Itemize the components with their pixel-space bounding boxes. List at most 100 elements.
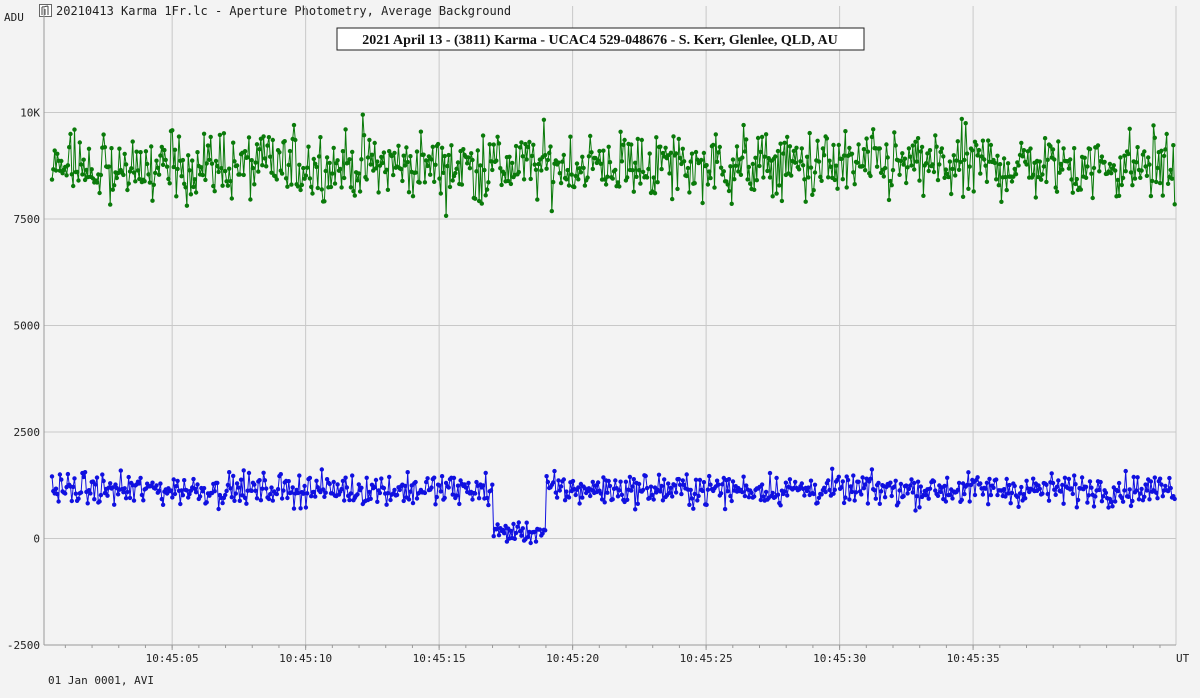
data-point [508, 181, 514, 187]
data-point [166, 176, 171, 182]
data-point [617, 184, 622, 189]
data-point [511, 521, 516, 527]
data-point [483, 193, 488, 198]
data-point [266, 496, 272, 502]
data-point [959, 497, 964, 503]
data-point [886, 197, 892, 203]
data-point [1101, 494, 1106, 499]
data-point [794, 145, 799, 150]
data-point [129, 166, 134, 171]
data-point [741, 474, 746, 479]
data-point [640, 169, 646, 175]
data-point [1017, 491, 1023, 496]
data-point [601, 475, 606, 480]
data-point [182, 478, 187, 483]
data-point [425, 163, 430, 169]
data-point [475, 148, 480, 153]
data-point [298, 187, 303, 193]
data-point [787, 477, 793, 482]
data-point [704, 163, 709, 168]
data-point [68, 131, 73, 137]
data-point [491, 534, 496, 539]
data-point [1139, 486, 1144, 492]
data-point [455, 483, 461, 488]
data-point [1119, 182, 1125, 188]
data-point [561, 477, 566, 482]
data-point [193, 490, 199, 495]
data-point [623, 479, 629, 484]
data-point [113, 482, 118, 487]
data-point [964, 151, 970, 156]
data-point [840, 177, 845, 182]
data-point [303, 505, 309, 510]
data-point [1033, 195, 1039, 200]
data-point [921, 193, 926, 198]
y-tick-label: 10K [20, 107, 40, 120]
data-point [105, 493, 110, 498]
data-point [175, 166, 180, 172]
data-point [408, 154, 413, 159]
data-point [470, 157, 475, 163]
data-point [350, 473, 355, 478]
data-point [449, 143, 454, 148]
data-point [1004, 187, 1009, 193]
data-point [151, 182, 156, 187]
data-point [656, 472, 662, 477]
data-point [417, 180, 422, 185]
data-point [376, 190, 381, 195]
data-point [679, 491, 684, 497]
data-point [1127, 487, 1132, 492]
data-point [963, 121, 968, 126]
data-point [355, 178, 360, 183]
data-point [59, 158, 64, 164]
data-point [330, 171, 335, 176]
data-point [314, 478, 319, 483]
data-point [889, 493, 894, 499]
data-point [847, 145, 852, 151]
data-point [562, 498, 568, 503]
data-point [945, 475, 950, 480]
data-point [343, 475, 348, 480]
data-point [494, 527, 499, 532]
data-point [446, 152, 451, 158]
data-point [615, 494, 621, 499]
data-point [442, 153, 447, 159]
data-point [1157, 180, 1163, 186]
data-point [533, 539, 539, 544]
data-point [513, 530, 519, 536]
data-point [433, 502, 438, 507]
data-point [1031, 172, 1036, 177]
data-point [578, 170, 584, 175]
data-point [1122, 153, 1127, 158]
data-point [340, 478, 346, 484]
data-point [718, 165, 724, 170]
data-point [613, 167, 618, 173]
data-point [872, 488, 877, 493]
data-point [480, 133, 486, 138]
data-point [625, 497, 630, 502]
data-point [823, 489, 828, 495]
data-point [414, 496, 420, 501]
data-point [73, 491, 79, 496]
data-point [126, 181, 131, 186]
data-point [644, 485, 650, 491]
data-point [385, 491, 391, 496]
data-point [1099, 499, 1105, 504]
data-point [429, 485, 434, 490]
data-point [783, 480, 789, 485]
data-point [581, 165, 586, 171]
data-point [934, 144, 939, 149]
data-point [402, 163, 408, 168]
data-point [802, 493, 807, 498]
data-point [634, 174, 639, 179]
data-point [904, 180, 909, 186]
data-point [490, 167, 495, 173]
data-point [289, 490, 294, 495]
data-point [914, 494, 919, 499]
data-point [860, 163, 865, 169]
data-point [1049, 471, 1054, 476]
data-point [379, 476, 384, 481]
data-point [525, 144, 531, 150]
data-point [1058, 489, 1064, 494]
data-point [413, 170, 418, 175]
